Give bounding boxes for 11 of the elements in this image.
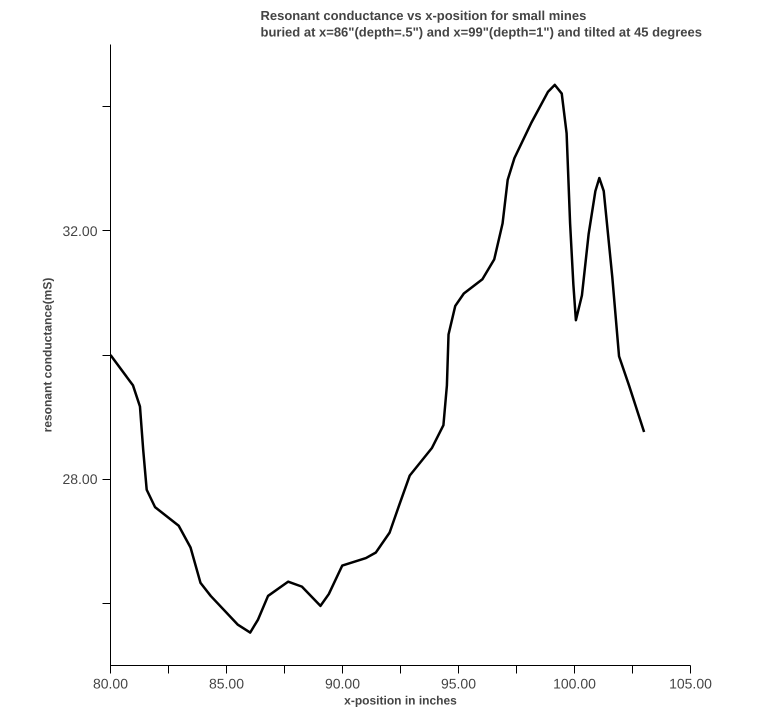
x-tick-label: 105.00 [669, 676, 712, 692]
x-axis-title: x-position in inches [344, 694, 458, 708]
x-tick-label: 90.00 [324, 676, 360, 692]
x-tick-label: 80.00 [92, 676, 128, 692]
y-axis-title: resonant conductance(mS) [40, 278, 54, 432]
y-tick-label: 28.00 [62, 471, 98, 488]
x-tick-label: 100.00 [553, 676, 596, 692]
x-tick-label: 95.00 [440, 676, 476, 692]
y-tick-label: 32.00 [62, 222, 98, 239]
chart-title: Resonant conductance vs x-position for small mines buried at x=86"(depth=.5") and x=99"(depth=1") and tilted at 45 degrees [260, 8, 702, 40]
x-tick-label: 85.00 [208, 676, 244, 692]
